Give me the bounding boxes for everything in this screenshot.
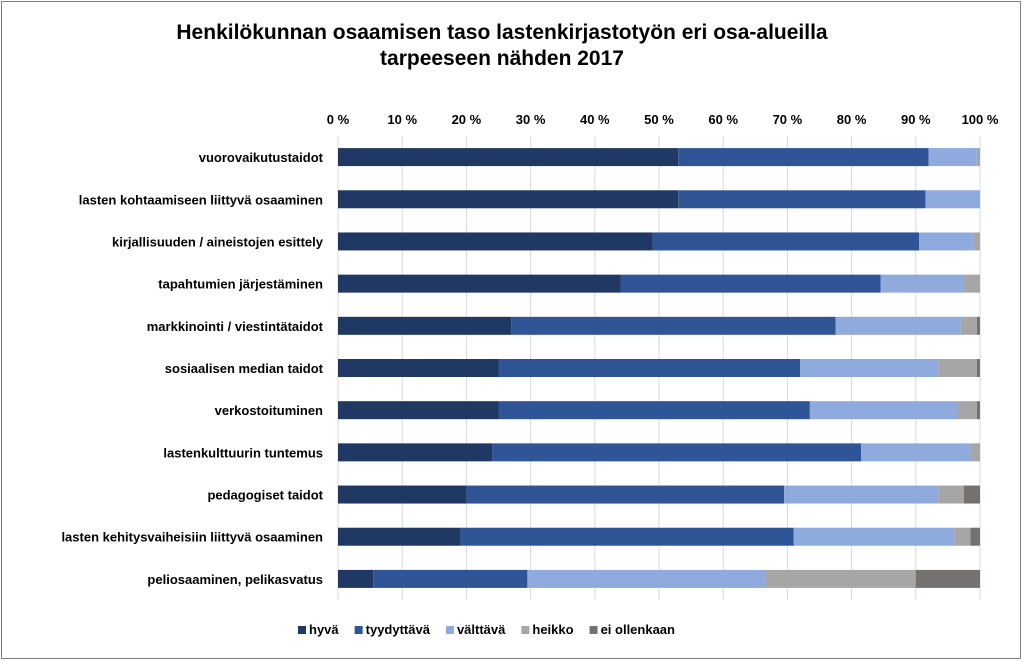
bar-segment <box>925 190 980 209</box>
bar-segment <box>861 443 971 462</box>
bar-segment <box>678 190 926 209</box>
category-label: lasten kohtaamiseen liittyvä osaaminen <box>79 192 323 207</box>
bar-segment <box>498 401 810 420</box>
category-label: kirjallisuuden / aineistojen esittely <box>112 234 324 249</box>
legend-label: ei ollenkaan <box>601 622 675 637</box>
category-label: verkostoituminen <box>215 403 323 418</box>
bar-segment <box>928 148 977 167</box>
x-tick-label: 60 % <box>708 112 738 127</box>
chart-title-line2: tarpeeseen nähden 2017 <box>380 47 624 70</box>
bar-segment <box>880 274 964 293</box>
legend-label: heikko <box>532 622 573 637</box>
bar-segment <box>976 401 980 420</box>
bar-segment <box>652 232 920 251</box>
legend: hyvä tyydyttävä välttävä heikko ei ollenkaan <box>298 622 675 637</box>
bar-segment <box>976 148 980 167</box>
bar-segment <box>338 232 653 251</box>
bar-segment <box>938 359 977 377</box>
x-tick-label: 80 % <box>837 112 867 127</box>
category-label: markkinointi / viestintätaidot <box>147 319 324 334</box>
bar-segment <box>915 569 980 588</box>
bar-segment <box>800 359 939 377</box>
legend-swatch <box>445 626 454 634</box>
legend-swatch <box>298 626 306 634</box>
legend-swatch <box>521 626 530 634</box>
bar-segment <box>338 401 499 420</box>
bar-segment <box>963 485 980 504</box>
bar-segment <box>466 485 785 504</box>
bar-segment <box>338 359 499 377</box>
bar-segment <box>527 569 765 588</box>
x-tick-label: 90 % <box>901 112 931 127</box>
x-tick-label: 50 % <box>644 112 674 127</box>
category-label: tapahtumien järjestäminen <box>158 277 323 292</box>
legend-label: tyydyttävä <box>366 622 431 637</box>
bar-segment <box>976 316 980 335</box>
bar-segment <box>957 401 977 420</box>
bar-segment <box>963 274 980 293</box>
bar-segment <box>960 316 977 335</box>
x-tick-label: 10 % <box>387 112 417 127</box>
bar-segment <box>459 527 794 546</box>
bars <box>338 148 980 588</box>
bar-segment <box>919 232 974 251</box>
bar-segment <box>492 443 862 462</box>
category-label: pedagogiset taidot <box>207 488 323 503</box>
x-tick-label: 40 % <box>580 112 610 127</box>
bar-segment <box>938 485 964 504</box>
category-label: vuorovaikutustaidot <box>199 150 324 165</box>
bar-segment <box>338 527 460 546</box>
x-tick-label: 100 % <box>962 112 999 127</box>
category-labels: vuorovaikutustaidot lasten kohtaamiseen l… <box>61 150 323 587</box>
bar-segment <box>338 443 493 462</box>
bar-segment <box>809 401 958 420</box>
x-axis-ticks: 0 % 10 % 20 % 30 % 40 % 50 % 60 % 70 % 80 % 90 % 1… <box>327 112 999 127</box>
chart-title-line1: Henkilökunnan osaamisen taso lastenkirja… <box>176 21 828 44</box>
category-label: lastenkulttuurin tuntemus <box>163 445 323 460</box>
bar-segment <box>835 316 961 335</box>
bar-segment <box>970 443 980 462</box>
bar-segment <box>498 359 801 377</box>
legend-label: välttävä <box>457 622 506 637</box>
bar-segment <box>678 148 929 167</box>
legend-swatch <box>354 626 363 634</box>
bar-segment <box>511 316 836 335</box>
x-tick-label: 20 % <box>452 112 482 127</box>
bar-segment <box>338 569 374 588</box>
bar-segment <box>620 274 881 293</box>
legend-label: hyvä <box>309 622 339 637</box>
bar-segment <box>954 527 971 546</box>
bar-segment <box>338 190 679 209</box>
bar-segment <box>976 359 980 377</box>
bar-segment <box>973 232 980 251</box>
category-label: peliosaaminen, pelikasvatus <box>147 572 323 587</box>
bar-segment <box>784 485 939 504</box>
x-tick-label: 70 % <box>773 112 803 127</box>
category-label: lasten kehitysvaiheisiin liittyvä osaami… <box>61 530 323 545</box>
bar-segment <box>970 527 980 546</box>
bar-segment <box>373 569 528 588</box>
bar-segment <box>793 527 955 546</box>
bar-segment <box>338 274 621 293</box>
x-tick-label: 30 % <box>516 112 546 127</box>
bar-segment <box>764 569 916 588</box>
bar-segment <box>338 485 467 504</box>
x-tick-label: 0 % <box>327 112 350 127</box>
bar-segment <box>338 316 512 335</box>
category-label: sosiaalisen median taidot <box>165 361 324 376</box>
legend-swatch <box>589 626 598 634</box>
bar-segment <box>338 148 679 167</box>
